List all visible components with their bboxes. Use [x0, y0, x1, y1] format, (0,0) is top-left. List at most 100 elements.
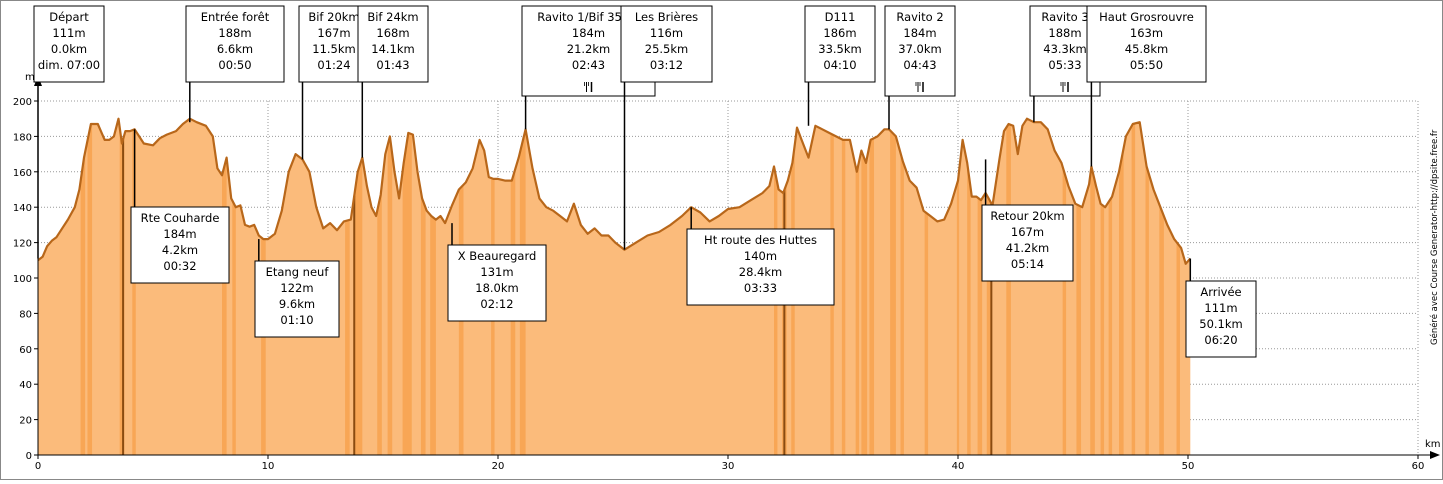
waypoint-box: [981, 204, 1074, 282]
waypoint-detail: 25.5km: [645, 42, 688, 56]
elevation-line: [37, 117, 1192, 265]
x-axis-arrow: [1430, 451, 1440, 459]
y-tick-label: 20: [19, 416, 32, 427]
waypoint-name: Entrée forêt: [201, 10, 270, 24]
y-axis-label: m: [25, 72, 35, 83]
waypoint-detail: 14.1km: [371, 42, 414, 56]
waypoint-detail: 9.6km: [279, 297, 315, 311]
waypoint-detail: 184m: [903, 26, 936, 40]
waypoint-box: [1185, 280, 1257, 358]
waypoint-detail: 00:50: [218, 58, 251, 72]
waypoint-box: [254, 260, 340, 338]
waypoint-detail: 00:32: [163, 259, 196, 273]
waypoint-detail: dim. 07:00: [38, 58, 100, 72]
waypoint-detail: 21.2km: [567, 42, 610, 56]
slope-stripe: [430, 214, 436, 455]
waypoint-name: Ht route des Huttes: [704, 233, 817, 247]
y-tick-label: 100: [13, 274, 32, 285]
waypoint-name: Haut Grosrouvre: [1099, 10, 1194, 24]
waypoint-name: Les Brières: [635, 10, 698, 24]
waypoint-detail: 111m: [1204, 301, 1237, 315]
y-tick-label: 140: [13, 203, 32, 214]
y-tick-label: 200: [13, 97, 32, 108]
waypoint-box: [33, 5, 105, 83]
fork-knife-icon: [915, 82, 924, 92]
waypoint-name: Rte Couharde: [141, 211, 220, 225]
slope-stripe: [345, 219, 350, 455]
y-tick-label: 0: [26, 451, 32, 462]
waypoint-name: Ravito 2: [896, 10, 943, 24]
waypoint-ht-route-huttes: Ht route des Huttes 140m 28.4km 03:33: [686, 207, 835, 306]
y-tick-label: 180: [13, 132, 32, 143]
y-tick-label: 120: [13, 239, 32, 250]
waypoint-name: Retour 20km: [990, 209, 1064, 223]
generator-credit: Généré avec Course Generator-http://dpsi…: [1429, 129, 1440, 345]
waypoint-detail: 02:43: [572, 58, 605, 72]
fork-knife-icon: [584, 82, 593, 92]
waypoint-detail: 05:14: [1011, 257, 1044, 271]
waypoint-name: Départ: [49, 10, 89, 24]
waypoint-x-beauregard: X Beauregard 131m 18.0km 02:12: [447, 223, 547, 322]
slope-stripe: [1100, 203, 1105, 455]
slope-stripe: [1090, 166, 1095, 455]
x-tick-label: 0: [35, 461, 41, 472]
slope-stripe: [774, 166, 778, 455]
slope-stripe: [420, 191, 426, 455]
waypoint-detail: 01:10: [280, 313, 313, 327]
slope-stripe: [1176, 242, 1180, 455]
x-tick-label: 20: [492, 461, 505, 472]
waypoint-detail: 45.8km: [1125, 42, 1168, 56]
waypoint-name: X Beauregard: [458, 249, 537, 263]
waypoint-detail: 28.4km: [739, 265, 782, 279]
waypoint-bif-20km: Bif 20km 167m 11.5km 01:24: [298, 5, 370, 160]
slope-stripe: [890, 130, 896, 455]
slope-stripe: [924, 211, 929, 455]
x-axis-label: km: [1425, 439, 1441, 450]
waypoint-detail: 116m: [650, 26, 683, 40]
slope-stripe: [967, 162, 971, 455]
waypoint-name: Bif 24km: [367, 10, 418, 24]
x-tick-label: 30: [722, 461, 735, 472]
waypoint-detail: 186m: [823, 26, 856, 40]
waypoint-detail: 01:43: [376, 58, 409, 72]
waypoint-box: [620, 5, 713, 83]
waypoint-box: [804, 5, 876, 83]
slope-stripe: [87, 124, 93, 455]
slope-stripe: [1119, 148, 1124, 455]
waypoint-box: [185, 5, 285, 83]
y-tick-label: 160: [13, 168, 32, 179]
waypoint-retour-20km: Retour 20km 167m 41.2km 05:14: [981, 159, 1074, 282]
y-tick-label: 60: [19, 345, 32, 356]
x-tick-label: 50: [1182, 461, 1195, 472]
waypoint-name: D111: [825, 10, 856, 24]
slope-stripe: [1159, 204, 1164, 455]
waypoint-entree-foret: Entrée forêt 188m 6.6km 00:50: [185, 5, 285, 123]
fork-knife-icon: [1060, 82, 1069, 92]
waypoint-name: Arrivée: [1200, 285, 1241, 299]
y-tick-label: 40: [19, 380, 32, 391]
waypoint-detail: 111m: [52, 26, 85, 40]
waypoint-box: [298, 5, 370, 83]
waypoint-ravito-2: Ravito 2 184m 37.0km 04:43: [884, 5, 956, 130]
waypoint-detail: 122m: [280, 281, 313, 295]
x-tick-label: 10: [262, 461, 275, 472]
waypoint-detail: 37.0km: [898, 42, 941, 56]
waypoint-bif-24km: Bif 24km 168m 14.1km 01:43: [357, 5, 429, 158]
waypoint-name: Etang neuf: [266, 265, 330, 279]
waypoint-detail: 188m: [218, 26, 251, 40]
waypoint-rte-couharde: Rte Couharde 184m 4.2km 00:32: [130, 129, 230, 284]
y-tick-label: 80: [19, 309, 32, 320]
slope-stripe: [387, 136, 393, 455]
waypoint-detail: 4.2km: [162, 243, 198, 257]
waypoint-detail: 03:33: [744, 281, 777, 295]
waypoint-arrivee: Arrivée 111m 50.1km 06:20: [1185, 258, 1257, 358]
slope-stripe: [402, 133, 412, 456]
waypoint-detail: 05:33: [1048, 58, 1081, 72]
slope-stripe: [377, 184, 382, 455]
waypoint-name: Ravito 3: [1041, 10, 1088, 24]
waypoint-detail: 184m: [572, 26, 605, 40]
waypoint-detail: 167m: [1011, 225, 1044, 239]
waypoint-detail: 167m: [317, 26, 350, 40]
x-tick-label: 60: [1412, 461, 1425, 472]
